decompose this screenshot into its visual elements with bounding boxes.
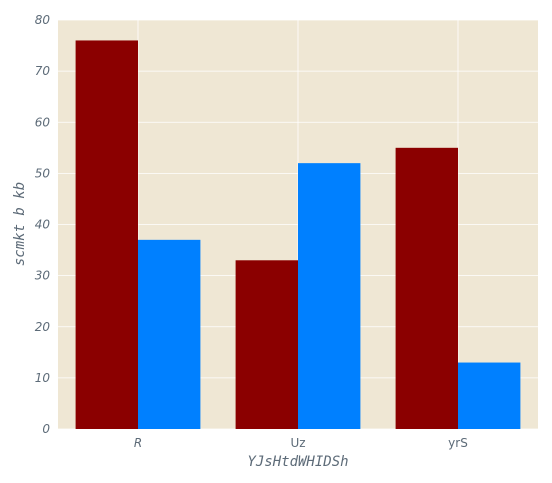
y-tick-label: 20: [35, 320, 51, 334]
y-tick-label: 0: [42, 422, 50, 436]
y-tick-label: 80: [35, 13, 51, 27]
bar-series-0-yrS: [395, 147, 458, 429]
x-tick-label: R: [134, 436, 142, 450]
y-tick-label: 40: [35, 218, 51, 232]
bar-series-0-Uz: [235, 260, 298, 429]
x-tick-label: yrS: [448, 436, 468, 450]
y-tick-label: 70: [35, 64, 51, 78]
y-axis-label: scmkt b kb: [12, 182, 28, 266]
x-axis-ticks: R Uz yrS: [134, 436, 468, 450]
y-tick-label: 10: [35, 371, 51, 385]
bars: [75, 40, 521, 429]
x-axis-label: YJsHtdWHIDSh: [247, 454, 348, 470]
y-tick-label: 60: [35, 115, 51, 129]
bar-series-1-R: [138, 239, 201, 429]
bar-series-1-yrS: [458, 362, 521, 429]
y-axis-ticks: 0 10 20 30 40 50 60 70 80: [35, 13, 51, 436]
y-tick-label: 50: [35, 166, 51, 180]
bar-series-1-Uz: [298, 163, 361, 429]
y-tick-label: 30: [35, 269, 51, 283]
bar-series-0-R: [75, 40, 138, 429]
x-tick-label: Uz: [290, 436, 305, 450]
